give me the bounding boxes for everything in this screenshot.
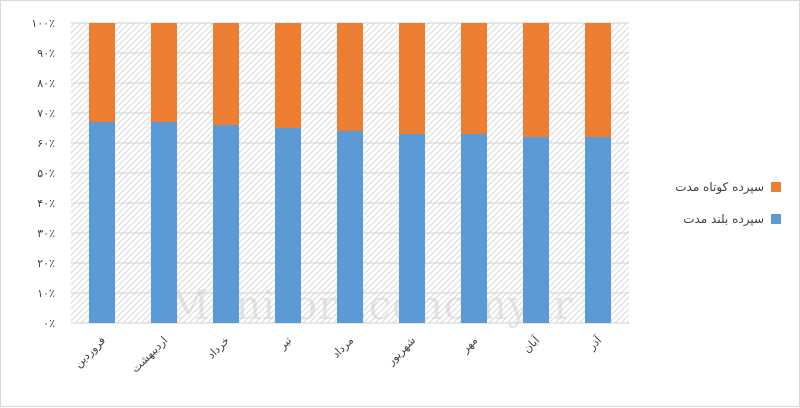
x-category-label: مهر [458, 334, 480, 356]
y-tick-label: ۱۰٪ [37, 287, 55, 300]
x-category-label: تیر [275, 334, 294, 353]
bar-segment-long-term [522, 137, 550, 323]
legend-swatch [771, 182, 781, 192]
y-tick-label: ۰٪ [43, 317, 55, 330]
legend-label: سپرده بلند مدت [683, 212, 764, 227]
legend-swatch [771, 214, 781, 224]
bar-segment-long-term [212, 125, 240, 323]
x-category-label: شهریور [384, 334, 418, 368]
bar-segment-short-term [88, 23, 116, 122]
bar-segment-short-term [398, 23, 426, 134]
bar-segment-long-term [88, 122, 116, 323]
legend-item: سپرده کوتاه مدت [675, 180, 781, 195]
x-category-label: خرداد [205, 334, 232, 361]
bars [88, 23, 612, 323]
y-tick-label: ۸۰٪ [37, 77, 55, 90]
x-category-label: مرداد [329, 334, 356, 361]
bar-segment-short-term [212, 23, 240, 125]
y-tick-label: ۷۰٪ [37, 107, 55, 120]
bar-segment-short-term [460, 23, 488, 134]
bar-segment-short-term [150, 23, 178, 122]
y-axis-ticks: ۰٪ ۱۰٪ ۲۰٪ ۳۰٪ ۴۰٪ ۵۰٪ ۶۰٪ ۷۰٪ ۸۰٪ ۹۰٪ ۱۰۰٪ [31, 17, 55, 330]
y-tick-label: ۹۰٪ [37, 47, 55, 60]
bar-segment-long-term [274, 128, 302, 323]
legend-label: سپرده کوتاه مدت [675, 180, 764, 195]
x-category-label: آبان [520, 333, 543, 356]
y-tick-label: ۵۰٪ [37, 167, 55, 180]
bar-segment-long-term [398, 134, 426, 323]
bar-segment-short-term [584, 23, 612, 137]
x-category-label: آذر [584, 333, 605, 354]
legend-item: سپرده بلند مدت [683, 212, 781, 227]
x-category-label: اردیبهشت [129, 334, 170, 375]
bar-segment-short-term [336, 23, 364, 131]
y-tick-label: ۴۰٪ [37, 197, 55, 210]
bar-segment-long-term [584, 137, 612, 323]
y-tick-label: ۲۰٪ [37, 257, 55, 270]
bar-segment-long-term [150, 122, 178, 323]
x-axis-categories: فروردین اردیبهشت خرداد تیر مرداد شهریور مهر آبا… [72, 333, 605, 376]
x-category-label: فروردین [72, 334, 108, 370]
bar-segment-short-term [522, 23, 550, 137]
bar-segment-long-term [460, 134, 488, 323]
y-tick-label: ۳۰٪ [37, 227, 55, 240]
y-tick-label: ۶۰٪ [37, 137, 55, 150]
bar-segment-long-term [336, 131, 364, 323]
legend: سپرده کوتاه مدت سپرده بلند مدت [675, 180, 781, 227]
y-tick-label: ۱۰۰٪ [31, 17, 55, 30]
bar-segment-short-term [274, 23, 302, 128]
